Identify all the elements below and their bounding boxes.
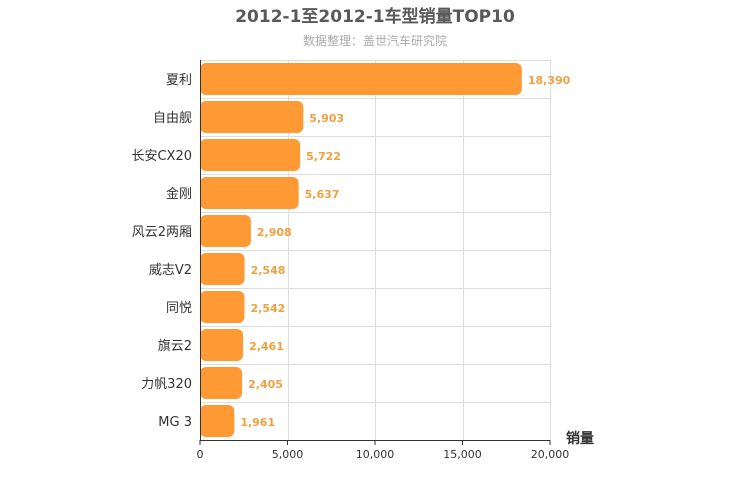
value-label: 2,461 xyxy=(249,340,284,353)
x-tick-label: 5,000 xyxy=(272,448,304,461)
value-labels: 18,390 5,903 5,722 5,637 2,908 2,548 2,542 2,46… xyxy=(240,74,570,429)
value-label: 1,961 xyxy=(240,416,275,429)
value-label: 5,722 xyxy=(306,150,341,163)
category-label: 金刚 xyxy=(166,186,192,202)
value-label: 5,903 xyxy=(309,112,344,125)
x-tick-label: 10,000 xyxy=(356,448,395,461)
category-label: 同悦 xyxy=(166,301,192,316)
value-label: 5,637 xyxy=(305,188,340,201)
category-label: 风云2两厢 xyxy=(132,225,192,240)
x-tick-label: 20,000 xyxy=(531,448,570,461)
bar xyxy=(200,253,245,285)
bar xyxy=(200,329,244,361)
value-label: 18,390 xyxy=(528,74,571,87)
x-axis-title: 销量 xyxy=(566,430,594,447)
value-label: 2,405 xyxy=(248,378,283,391)
category-label: 夏利 xyxy=(166,73,192,88)
category-label: 自由舰 xyxy=(153,111,192,126)
category-label: MG 3 xyxy=(158,415,192,430)
bar xyxy=(200,101,304,133)
value-label: 2,908 xyxy=(257,226,292,239)
category-label: 旗云2 xyxy=(158,338,192,354)
x-tick-label: 15,000 xyxy=(443,448,482,461)
value-label: 2,548 xyxy=(251,264,286,277)
bar xyxy=(200,291,245,323)
bar xyxy=(200,177,299,209)
x-tick-label: 0 xyxy=(197,448,204,461)
chart-subtitle: 数据整理：盖世汽车研究院 xyxy=(303,33,447,48)
bars xyxy=(200,63,522,437)
category-label: 威志V2 xyxy=(149,263,192,278)
bar xyxy=(200,63,522,95)
bar xyxy=(200,139,301,171)
category-label: 长安CX20 xyxy=(131,149,192,164)
bar xyxy=(200,405,235,437)
bar xyxy=(200,215,251,247)
category-label: 力帆320 xyxy=(141,377,192,392)
chart-title: 2012-1至2012-1车型销量TOP10 xyxy=(235,6,515,27)
value-label: 2,542 xyxy=(250,302,285,315)
x-tick-labels: 0 5,000 10,000 15,000 20,000 xyxy=(197,440,570,461)
bar xyxy=(200,367,243,399)
